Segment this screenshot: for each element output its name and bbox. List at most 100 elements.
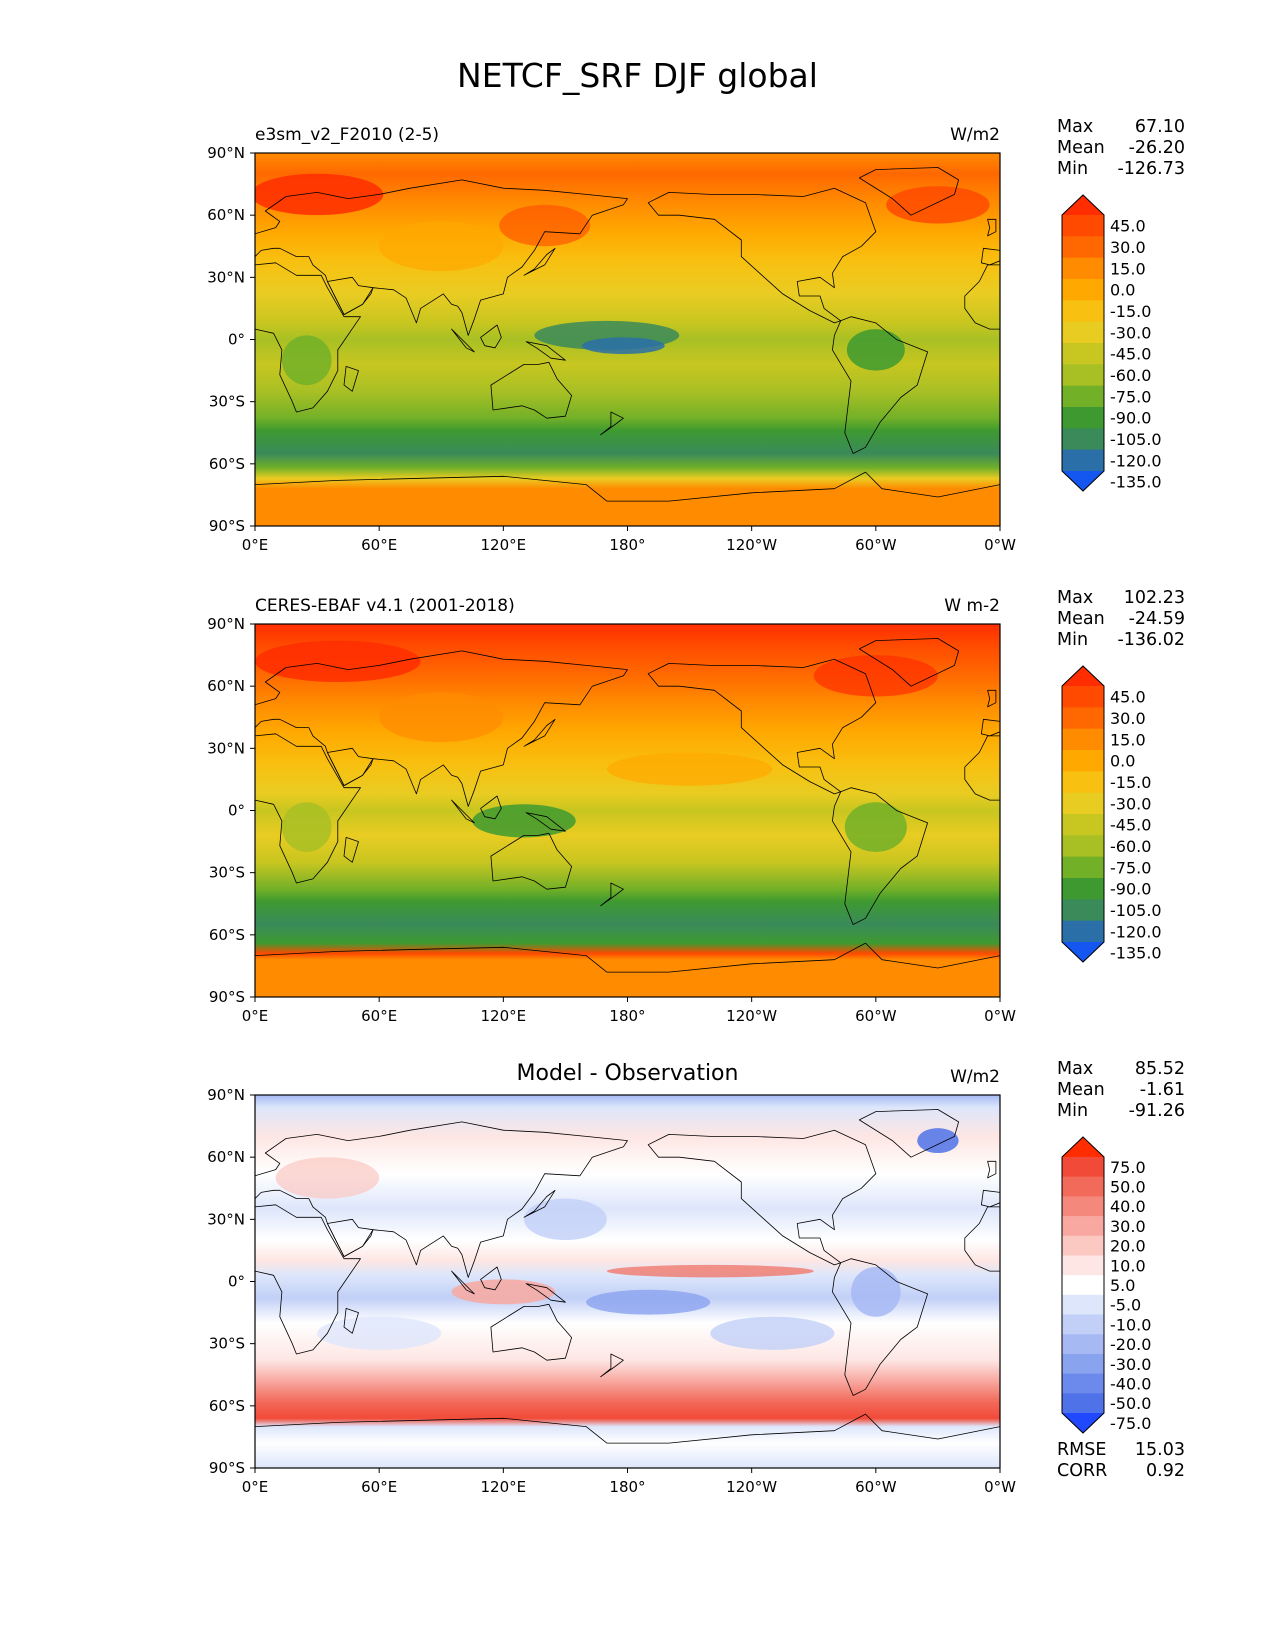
colorbar-segment (1062, 236, 1104, 259)
y-tick-label: 30°N (207, 268, 245, 286)
coastline-africa (255, 733, 361, 884)
coastline-uk (987, 689, 997, 708)
coastline-westafrica (964, 264, 1000, 330)
stats-block: Max 67.10 Mean -26.20 Min -126.73 (1057, 117, 1185, 180)
colorbar-label: -75.0 (1110, 1414, 1151, 1433)
coastline-sumatra (451, 328, 475, 353)
coastline-antarctica (255, 1413, 1000, 1468)
coastline-iberia (981, 718, 1000, 737)
stat-row: Mean -1.61 (1057, 1080, 1185, 1101)
colorbar-segment (1062, 1176, 1104, 1197)
colorbar-segment (1062, 1235, 1104, 1256)
map-plot-area (255, 624, 1000, 997)
coastline-eurasia (255, 650, 628, 807)
colorbar-label: 0.0 (1110, 281, 1135, 300)
field-feature (524, 1198, 607, 1241)
colorbar-segment (1062, 1294, 1104, 1316)
colorbar-label: 50.0 (1110, 1178, 1146, 1197)
coastline-australia (490, 361, 573, 419)
coastline-borneo (480, 795, 502, 820)
coastline-sumatra (451, 1270, 475, 1295)
coastline-northamerica (647, 187, 877, 324)
colorbar-label: -75.0 (1110, 858, 1151, 877)
coastline-arabia (327, 1218, 374, 1258)
colorbar-label: -50.0 (1110, 1394, 1151, 1413)
y-tick-label: 90°S (209, 988, 245, 1006)
y-tick-label: 0° (228, 802, 245, 820)
stat-value: -1.61 (1139, 1080, 1185, 1100)
coastline-borneo (480, 1266, 502, 1291)
stat-label: RMSE (1057, 1440, 1107, 1460)
coastline-madagascar (343, 836, 359, 863)
colorbar-segment (1062, 1334, 1104, 1355)
colorbar-label: -15.0 (1110, 773, 1151, 792)
stat-row: Mean -24.59 (1057, 609, 1185, 630)
colorbar-extend-max (1062, 666, 1104, 686)
y-tick-label: 90°N (207, 1086, 245, 1104)
colorbar-segment (1062, 814, 1104, 836)
y-tick-label: 90°S (209, 517, 245, 535)
colorbar-label: 45.0 (1110, 688, 1146, 707)
colorbar-extend-max (1062, 195, 1104, 215)
coastline-nz (600, 882, 624, 907)
colorbar-label: 5.0 (1110, 1276, 1135, 1295)
stat-label: Mean (1057, 138, 1105, 158)
colorbar-label: -10.0 (1110, 1315, 1151, 1334)
stat-value: -126.73 (1117, 159, 1185, 179)
colorbar: 45.0 30.0 15.0 0.0 -15.0 -30.0 -45.0 -60.0 -75.0… (1061, 665, 1162, 963)
stat-label: Mean (1057, 609, 1105, 629)
coastline-uk (987, 218, 997, 237)
colorbar-outline (1061, 665, 1105, 963)
y-tick-label: 60°N (207, 1148, 245, 1166)
figure-title: NETCF_SRF DJF global (457, 56, 818, 95)
field-feature (886, 186, 990, 224)
colorbar-label: -135.0 (1110, 944, 1162, 963)
colorbar-segment (1062, 1314, 1104, 1335)
colorbar-label: 20.0 (1110, 1237, 1146, 1256)
coastline-westafrica (964, 735, 1000, 801)
stat-value: -136.02 (1117, 630, 1185, 650)
y-tick-label: 90°N (207, 615, 245, 633)
x-tick-label: 60°W (855, 536, 897, 554)
map-plot-area (255, 153, 1000, 526)
field-feature (281, 335, 332, 386)
coastline-madagascar (343, 1307, 359, 1334)
colorbar-label: -15.0 (1110, 302, 1151, 321)
y-tick-label: 30°S (209, 393, 245, 411)
field-feature (472, 804, 576, 838)
field-feature (710, 1316, 835, 1350)
x-tick-label: 120°E (481, 1007, 527, 1025)
colorbar-segment (1062, 1353, 1104, 1375)
colorbar-label: 40.0 (1110, 1197, 1146, 1216)
colorbar-segment (1062, 215, 1104, 237)
colorbar-label: -30.0 (1110, 1355, 1151, 1374)
stat-value: -91.26 (1128, 1101, 1185, 1121)
x-tick-label: 60°W (855, 1478, 897, 1496)
colorbar-segment (1062, 728, 1104, 751)
y-tick-label: 30°S (209, 864, 245, 882)
colorbar-segment (1062, 878, 1104, 900)
stat-row: Min -126.73 (1057, 159, 1185, 180)
x-tick-label: 180° (609, 1007, 645, 1025)
colorbar-segment (1062, 385, 1104, 408)
colorbar-segment (1062, 1216, 1104, 1237)
x-tick-label: 60°W (855, 1007, 897, 1025)
colorbar-label: -20.0 (1110, 1335, 1151, 1354)
colorbar-segment (1062, 835, 1104, 858)
coastline-australia (490, 1303, 573, 1361)
colorbar-extend-min (1062, 1413, 1104, 1433)
coastline-arabia (327, 276, 374, 316)
stat-row: CORR 0.92 (1057, 1461, 1185, 1482)
stat-label: Max (1057, 117, 1094, 137)
colorbar-segment (1062, 707, 1104, 730)
x-tick-label: 180° (609, 1478, 645, 1496)
colorbar-label: -135.0 (1110, 473, 1162, 492)
stats-block: Max 102.23 Mean -24.59 Min -136.02 (1057, 588, 1185, 651)
y-tick-label: 60°N (207, 677, 245, 695)
colorbar-label: -90.0 (1110, 880, 1151, 899)
field-feature (581, 337, 665, 355)
coastline-japan (523, 718, 556, 747)
stat-value: 15.03 (1134, 1440, 1185, 1460)
coastline-nz (600, 411, 624, 436)
